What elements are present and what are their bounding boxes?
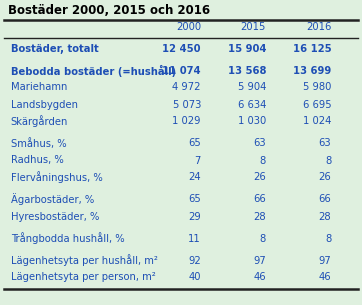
Text: 13 699: 13 699 [293, 66, 331, 76]
Text: 2015: 2015 [241, 22, 266, 32]
Text: 63: 63 [253, 138, 266, 149]
Text: Ägarbostäder, %: Ägarbostäder, % [11, 194, 94, 206]
Text: 5 980: 5 980 [303, 82, 331, 92]
Text: Radhus, %: Radhus, % [11, 156, 64, 166]
Text: 7: 7 [194, 156, 201, 166]
Text: 8: 8 [260, 234, 266, 243]
Text: 97: 97 [253, 256, 266, 265]
Text: 5 073: 5 073 [173, 99, 201, 109]
Text: 40: 40 [188, 272, 201, 282]
Text: 29: 29 [188, 211, 201, 221]
Text: Hyresbostäder, %: Hyresbostäder, % [11, 211, 99, 221]
Text: Lägenhetsyta per hushåll, m²: Lägenhetsyta per hushåll, m² [11, 255, 158, 267]
Text: 16 125: 16 125 [292, 44, 331, 53]
Text: Bostäder, totalt: Bostäder, totalt [11, 44, 98, 53]
Text: 6 695: 6 695 [303, 99, 331, 109]
Text: 28: 28 [319, 211, 331, 221]
Text: Landsbygden: Landsbygden [11, 99, 78, 109]
Text: 11: 11 [188, 234, 201, 243]
Text: 8: 8 [260, 156, 266, 166]
Text: 13 568: 13 568 [228, 66, 266, 76]
Text: 28: 28 [253, 211, 266, 221]
Text: Flervåningshus, %: Flervåningshus, % [11, 171, 102, 183]
Text: 26: 26 [319, 173, 331, 182]
Text: Bebodda bostäder (=hushåll): Bebodda bostäder (=hushåll) [11, 64, 176, 77]
Text: 24: 24 [188, 173, 201, 182]
Text: 46: 46 [319, 272, 331, 282]
Text: 1 030: 1 030 [238, 117, 266, 127]
Text: 66: 66 [253, 195, 266, 204]
Text: 4 972: 4 972 [172, 82, 201, 92]
Text: 2016: 2016 [306, 22, 331, 32]
Text: Trångbodda hushåll, %: Trångbodda hushåll, % [11, 232, 125, 244]
Text: Lägenhetsyta per person, m²: Lägenhetsyta per person, m² [11, 272, 156, 282]
Text: 12 450: 12 450 [163, 44, 201, 53]
Text: 66: 66 [319, 195, 331, 204]
Text: 65: 65 [188, 138, 201, 149]
Text: 46: 46 [253, 272, 266, 282]
Text: 65: 65 [188, 195, 201, 204]
Text: Skärgården: Skärgården [11, 116, 68, 127]
Text: 11 074: 11 074 [162, 66, 201, 76]
Text: 5 904: 5 904 [238, 82, 266, 92]
Text: 2000: 2000 [176, 22, 201, 32]
Text: 26: 26 [253, 173, 266, 182]
Text: 97: 97 [319, 256, 331, 265]
Text: 63: 63 [319, 138, 331, 149]
Text: 1 029: 1 029 [172, 117, 201, 127]
Text: 92: 92 [188, 256, 201, 265]
Text: 15 904: 15 904 [228, 44, 266, 53]
Text: Mariehamn: Mariehamn [11, 82, 67, 92]
Text: 8: 8 [325, 234, 331, 243]
Text: Bostäder 2000, 2015 och 2016: Bostäder 2000, 2015 och 2016 [8, 4, 210, 17]
Text: 1 024: 1 024 [303, 117, 331, 127]
Text: 6 634: 6 634 [238, 99, 266, 109]
Text: Småhus, %: Småhus, % [11, 138, 67, 149]
Text: 8: 8 [325, 156, 331, 166]
